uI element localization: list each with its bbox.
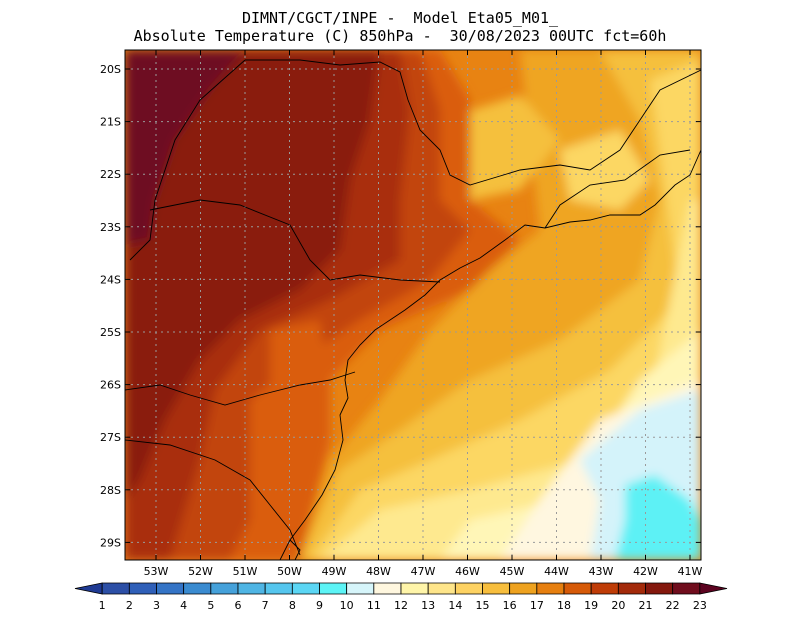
colorbar-segment (156, 582, 185, 595)
state-border-sp-mg (245, 59, 701, 186)
colorbar-segment (319, 582, 348, 595)
lon-label: 42W (633, 565, 658, 578)
lat-label: 27S (100, 431, 121, 444)
colorbar-label: 14 (448, 599, 462, 612)
colorbar-segment (590, 582, 619, 595)
colorbar-label: 11 (367, 599, 381, 612)
colorbar-label: 20 (611, 599, 625, 612)
longitude-labels: 53W 52W 51W 50W 49W 48W 47W 46W 45W 44W 43W 42W 41W (144, 50, 703, 578)
state-border-mg-rj (544, 149, 691, 229)
lat-label: 22S (100, 168, 121, 181)
colorbar-label: 5 (207, 599, 214, 612)
lat-label: 29S (100, 536, 121, 549)
colorbar-label: 3 (153, 599, 160, 612)
lon-label: 51W (233, 565, 258, 578)
river-parana (129, 59, 246, 261)
colorbar-segment (482, 582, 511, 595)
colorbar-segment (617, 582, 646, 595)
colorbar-segment (237, 582, 266, 595)
lat-label: 20S (100, 63, 121, 76)
zone-dark-red (125, 50, 380, 500)
colorbar-label: 13 (421, 599, 435, 612)
lon-label: 47W (411, 565, 436, 578)
lon-label: 49W (322, 565, 347, 578)
lat-lon-gridlines (125, 50, 701, 560)
colorbar-label: 16 (503, 599, 517, 612)
colorbar-segment (74, 582, 103, 595)
zone-deep-west (125, 50, 245, 245)
temperature-field (125, 50, 701, 560)
colorbar-segment (183, 582, 212, 595)
colorbar-label: 10 (340, 599, 354, 612)
colorbar-segment (128, 582, 157, 595)
state-border-pr-sc (125, 371, 356, 406)
state-border-sc-rs (125, 439, 301, 556)
lon-label: 45W (500, 565, 525, 578)
colorbar-segment (672, 582, 701, 595)
colorbar-segment (563, 582, 592, 595)
lon-label: 53W (144, 565, 169, 578)
colorbar-label: 2 (126, 599, 133, 612)
colorbar-segment (291, 582, 320, 595)
colorbar-label: 15 (476, 599, 490, 612)
lon-label: 48W (366, 565, 391, 578)
lon-label: 46W (455, 565, 480, 578)
colorbar-label: 6 (235, 599, 242, 612)
colorbar-segment (210, 582, 239, 595)
map-frame (124, 49, 702, 561)
lon-label: 41W (678, 565, 703, 578)
zone-orange-inland-pocket (270, 320, 330, 440)
colorbar-segment (645, 582, 674, 595)
political-boundaries (125, 59, 701, 560)
colorbar: 1 2 3 4 5 6 7 8 9 10 11 12 13 14 15 16 17 18 19 20 21 22 23 (74, 582, 728, 612)
lon-label: 52W (188, 565, 213, 578)
zone-cyan (615, 475, 701, 560)
lat-label: 28S (100, 484, 121, 497)
colorbar-segment (400, 582, 429, 595)
colorbar-label: 21 (639, 599, 653, 612)
lat-label: 21S (100, 116, 121, 129)
colorbar-label: 4 (180, 599, 187, 612)
colorbar-segment (427, 582, 456, 595)
lon-label: 50W (277, 565, 302, 578)
colorbar-label: 8 (289, 599, 296, 612)
colorbar-segment (509, 582, 538, 595)
lon-label: 43W (589, 565, 614, 578)
coastline (279, 149, 701, 560)
lat-label: 25S (100, 326, 121, 339)
map-title-line1: DIMNT/CGCT/INPE - Model Eta05_M01_ (241, 9, 559, 27)
lat-label: 26S (100, 379, 121, 392)
colorbar-label: 17 (530, 599, 544, 612)
colorbar-label: 7 (262, 599, 269, 612)
colorbar-segment (101, 582, 130, 595)
colorbar-label: 12 (394, 599, 408, 612)
lon-label: 44W (544, 565, 569, 578)
colorbar-segment (264, 582, 293, 595)
colorbar-label: 19 (584, 599, 598, 612)
lat-label: 23S (100, 221, 121, 234)
colorbar-segment (346, 582, 375, 595)
colorbar-segment (454, 582, 483, 595)
colorbar-segment (699, 582, 728, 595)
colorbar-label: 22 (666, 599, 680, 612)
latitude-labels: 20S 21S 22S 23S 24S 25S 26S 27S 28S 29S (100, 63, 701, 549)
state-border-sp-pr (149, 199, 441, 283)
colorbar-label: 9 (316, 599, 323, 612)
lat-label: 24S (100, 273, 121, 286)
map-title-line2: Absolute Temperature (C) 850hPa - 30/08/… (133, 27, 667, 45)
colorbar-segment (373, 582, 402, 595)
colorbar-label: 23 (693, 599, 707, 612)
colorbar-segment (536, 582, 565, 595)
colorbar-label: 18 (557, 599, 571, 612)
lagoon-patos (289, 539, 301, 560)
colorbar-label: 1 (99, 599, 106, 612)
